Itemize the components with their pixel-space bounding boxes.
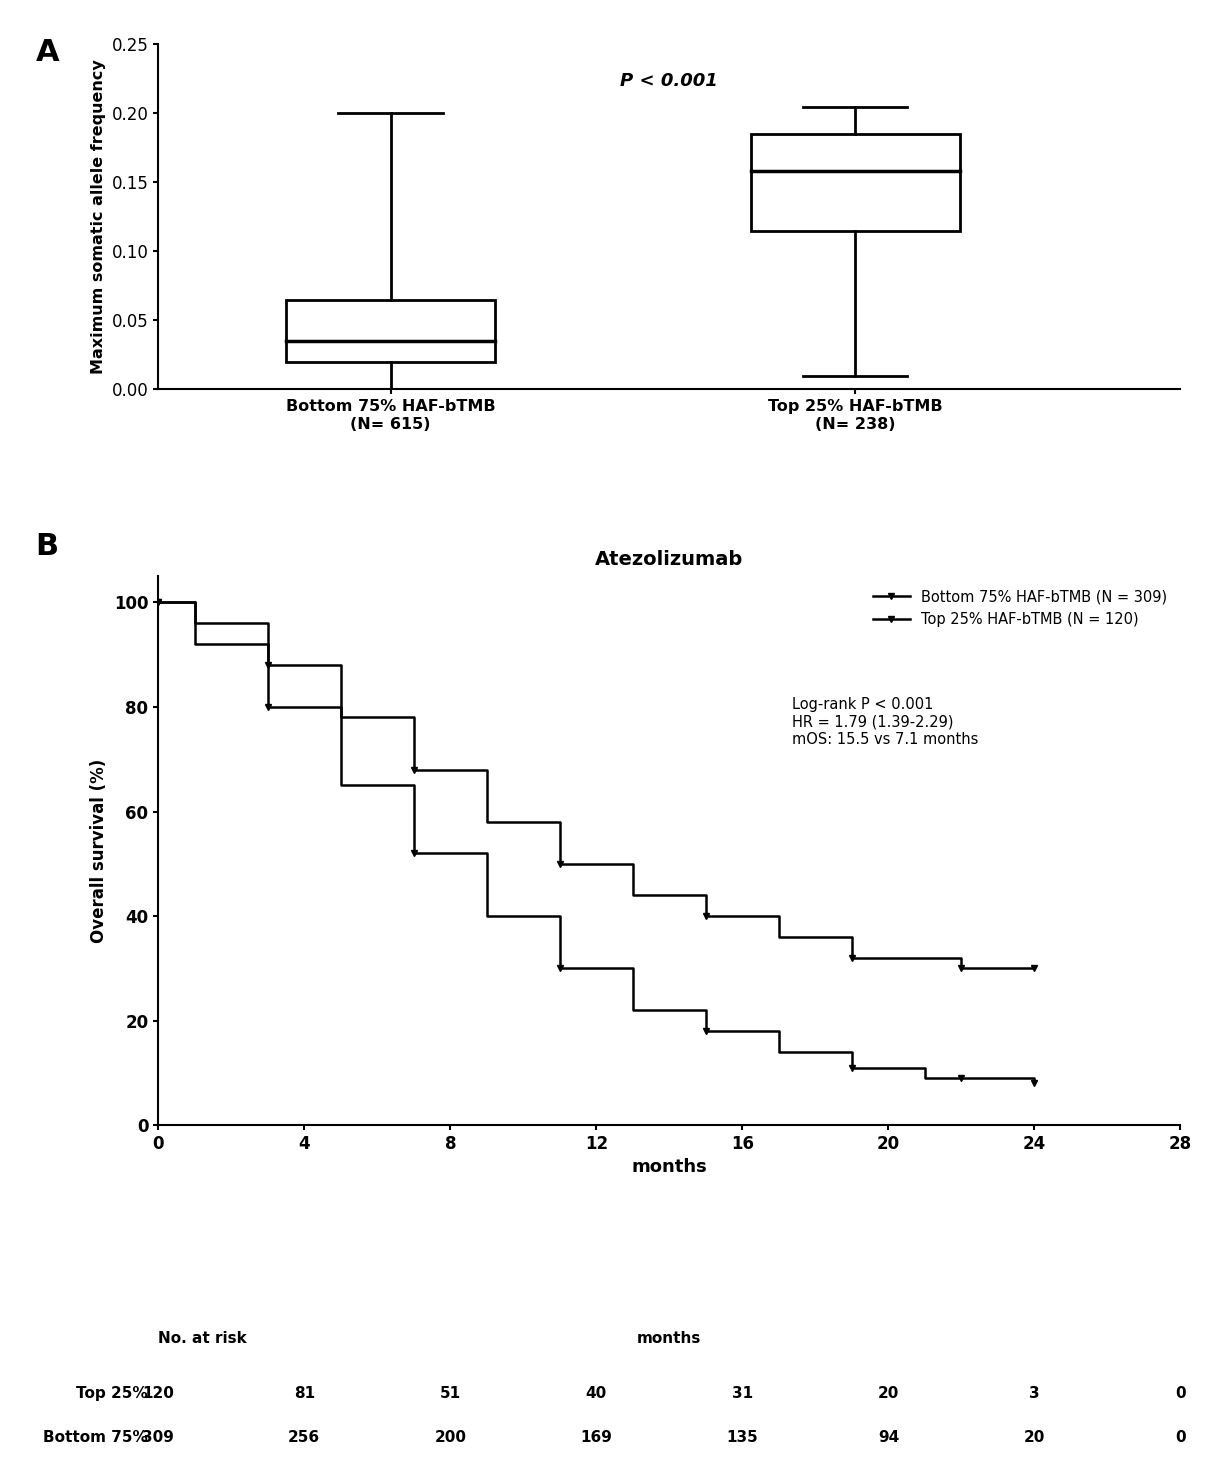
Text: 94: 94 bbox=[877, 1430, 899, 1445]
Text: Bottom 75%: Bottom 75% bbox=[44, 1430, 148, 1445]
Text: 20: 20 bbox=[1023, 1430, 1045, 1445]
Text: months: months bbox=[638, 1331, 701, 1346]
Y-axis label: Overall survival (%): Overall survival (%) bbox=[90, 759, 108, 943]
FancyBboxPatch shape bbox=[286, 299, 495, 362]
Text: 81: 81 bbox=[293, 1386, 315, 1400]
FancyBboxPatch shape bbox=[751, 135, 960, 231]
Text: B: B bbox=[35, 532, 58, 562]
Text: 51: 51 bbox=[439, 1386, 461, 1400]
Text: 120: 120 bbox=[142, 1386, 174, 1400]
Y-axis label: Maximum somatic allele frequency: Maximum somatic allele frequency bbox=[91, 59, 106, 375]
Legend: Bottom 75% HAF-bTMB (N = 309), Top 25% HAF-bTMB (N = 120): Bottom 75% HAF-bTMB (N = 309), Top 25% H… bbox=[868, 584, 1173, 633]
Text: 31: 31 bbox=[731, 1386, 753, 1400]
Text: 169: 169 bbox=[581, 1430, 612, 1445]
Text: 40: 40 bbox=[585, 1386, 607, 1400]
Text: No. at risk: No. at risk bbox=[158, 1331, 247, 1346]
Text: 309: 309 bbox=[142, 1430, 174, 1445]
Title: Atezolizumab: Atezolizumab bbox=[595, 550, 744, 569]
Text: 135: 135 bbox=[727, 1430, 758, 1445]
Text: P < 0.001: P < 0.001 bbox=[621, 71, 718, 90]
Text: 20: 20 bbox=[877, 1386, 899, 1400]
Text: A: A bbox=[35, 37, 60, 67]
Text: 200: 200 bbox=[434, 1430, 466, 1445]
Text: Top 25%: Top 25% bbox=[77, 1386, 148, 1400]
Text: 3: 3 bbox=[1030, 1386, 1039, 1400]
Text: 256: 256 bbox=[288, 1430, 320, 1445]
X-axis label: months: months bbox=[632, 1159, 707, 1177]
Text: 0: 0 bbox=[1176, 1430, 1185, 1445]
Text: 0: 0 bbox=[1176, 1386, 1185, 1400]
Text: Log-rank P < 0.001
HR = 1.79 (1.39-2.29)
mOS: 15.5 vs 7.1 months: Log-rank P < 0.001 HR = 1.79 (1.39-2.29)… bbox=[792, 697, 978, 747]
